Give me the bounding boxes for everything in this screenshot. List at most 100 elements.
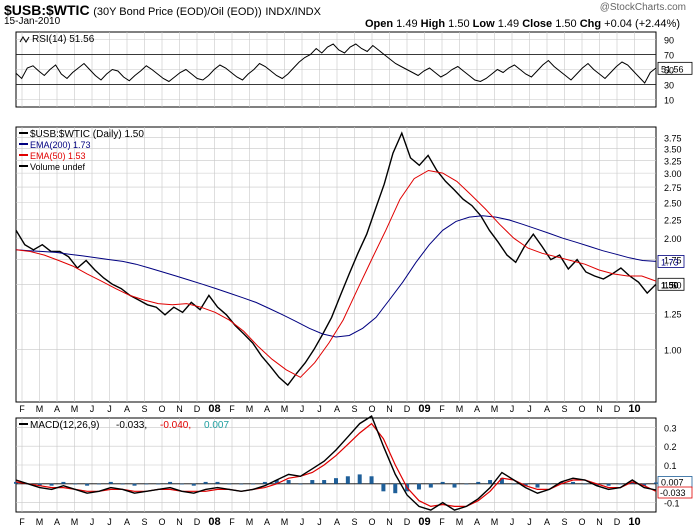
macd-histogram-bar (440, 481, 445, 484)
x-tick-label: M (456, 404, 464, 414)
x-tick-label: J (317, 404, 322, 414)
rsi-line (15, 43, 657, 84)
x-tick-label: 09 (418, 516, 430, 528)
x-tick-label: S (141, 404, 147, 414)
x-tick-label: S (561, 404, 567, 414)
macd-histogram-bar (61, 481, 66, 484)
x-tick-label: J (107, 404, 112, 414)
x-tick-label: O (578, 404, 585, 414)
x-tick-label: M (246, 404, 254, 414)
x-tick-label: A (474, 517, 480, 527)
macd-histogram-bar (191, 483, 196, 486)
macd-histogram-bar (322, 480, 327, 484)
price-value-badge (657, 277, 685, 291)
macd-histogram-bar (14, 481, 18, 484)
x-tick-label: F (229, 404, 235, 414)
x-tick-label: F (229, 517, 235, 527)
x-tick-label: N (386, 517, 393, 527)
y-tick-label: 3.00 (664, 169, 682, 179)
price-value-label: 1.73 (661, 257, 679, 267)
legend-label: EMA(200) 1.73 (30, 140, 91, 150)
y-tick-label: 3.75 (664, 133, 682, 143)
exchange: INDX/INDX (265, 6, 321, 18)
macd-histogram-bar (49, 483, 54, 486)
x-tick-label: O (578, 517, 585, 527)
open-label: Open (364, 18, 394, 30)
close-value: 1.50 (555, 18, 577, 30)
macd-histogram-bar (168, 481, 173, 484)
y-tick-label: 0.2 (664, 442, 677, 452)
x-tick-label: S (351, 517, 357, 527)
rsi-legend-icon (19, 36, 30, 43)
macd-histogram-bar (274, 480, 279, 484)
legend-label: Volume undef (30, 162, 86, 172)
data-layer (14, 43, 693, 511)
x-tick-label: A (544, 517, 550, 527)
x-tick-label: A (334, 404, 340, 414)
macd-histogram-bar (37, 483, 42, 486)
price-line (15, 131, 657, 387)
macd-histogram-bar (416, 483, 421, 490)
macd-value-badge (657, 486, 693, 499)
x-tick-label: O (368, 404, 375, 414)
rsi-legend: RSI(14) 51.56 (19, 34, 95, 45)
macd-histogram-bar (179, 483, 184, 485)
x-tick-label: A (124, 404, 130, 414)
chart-date: 15-Jan-2010 (4, 16, 61, 27)
macd-histogram-bar (393, 483, 398, 494)
x-tick-label: J (300, 517, 305, 527)
y-tick-label: 0.3 (664, 423, 677, 433)
macd-legend: MACD(12,26,9) -0.033, -0.040, 0.007 (19, 420, 229, 431)
macd-histogram-bar (203, 481, 208, 484)
y-tick-label: 1.00 (664, 345, 682, 355)
x-tick-label: J (510, 404, 515, 414)
x-tick-label: 10 (628, 403, 640, 415)
macd-histogram-bar (499, 478, 504, 484)
macd-histogram-bar (310, 480, 315, 484)
x-tick-label: J (90, 404, 95, 414)
x-tick-label: F (19, 404, 25, 414)
y-tick-label: 2.75 (664, 183, 682, 193)
grid-layer (15, 31, 657, 513)
macd-histogram-bar (227, 483, 232, 485)
macd-histogram-bar (428, 483, 433, 488)
symbol-description: (30Y Bond Price (EOD)/Oil (EOD)) (93, 6, 262, 18)
x-tick-label: J (527, 404, 532, 414)
macd-histogram-bar (215, 481, 220, 484)
macd-histogram-bar (73, 483, 78, 485)
x-tick-label: N (596, 517, 603, 527)
chg-label: Chg (579, 18, 602, 30)
macd-histogram-bar (298, 483, 303, 485)
macd-legend-label: MACD(12,26,9) (30, 420, 99, 431)
macd-histogram-bar (618, 483, 623, 485)
chg-value: +0.04 (+2.44%) (604, 18, 680, 30)
high-label: High (420, 18, 446, 30)
macd-histogram-bar (535, 483, 540, 488)
price-value-label: 1.50 (661, 280, 679, 290)
x-tick-label: O (158, 517, 165, 527)
macd-histogram-bar (571, 481, 576, 484)
macd-legend-value: -0.040, (160, 420, 191, 431)
macd-histogram-bar (96, 483, 101, 485)
x-tick-label: J (107, 517, 112, 527)
macd-legend-value: 0.007 (204, 420, 229, 431)
macd-histogram-bar (334, 478, 338, 484)
x-tick-label: O (158, 404, 165, 414)
macd-histogram-bar (144, 483, 149, 485)
x-tick-label: D (614, 404, 621, 414)
open-value: 1.49 (396, 18, 418, 30)
x-tick-label: A (264, 517, 270, 527)
close-label: Close (522, 18, 553, 30)
x-tick-label: D (404, 517, 411, 527)
macd-histogram-bar (547, 483, 552, 485)
macd-histogram-bar (132, 483, 137, 486)
macd-histogram-bar (606, 483, 611, 486)
low-value: 1.49 (497, 18, 520, 30)
y-tick-label: 1.25 (664, 310, 682, 320)
x-tick-label: 08 (208, 403, 220, 415)
rsi-value-label: 51.56 (661, 64, 684, 74)
x-tick-label: J (527, 517, 532, 527)
x-tick-label: A (544, 404, 550, 414)
